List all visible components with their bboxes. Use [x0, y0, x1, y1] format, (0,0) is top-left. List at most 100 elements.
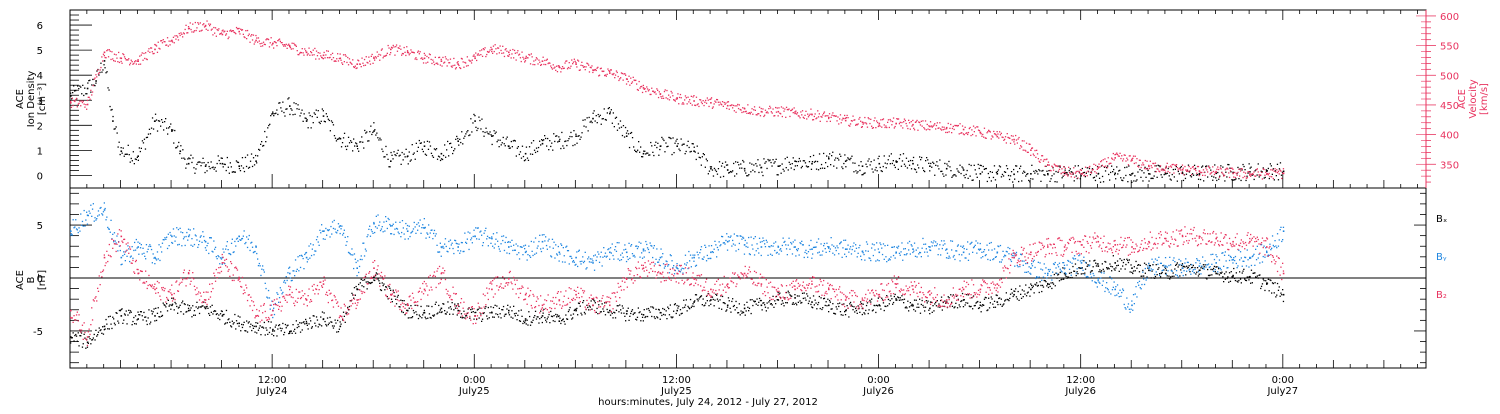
bx-point	[847, 305, 848, 306]
velocity-point	[1078, 171, 1079, 172]
density-point	[1124, 167, 1125, 168]
bx-point	[734, 305, 735, 306]
bx-point	[1099, 269, 1100, 270]
bx-point	[893, 302, 894, 303]
velocity-point	[446, 58, 447, 59]
bx-point	[775, 303, 776, 304]
bx-point	[537, 316, 538, 317]
velocity-point	[208, 23, 209, 24]
density-point	[240, 170, 241, 171]
bx-point	[687, 310, 688, 311]
bx-point	[1177, 262, 1178, 263]
bx-point	[625, 320, 626, 321]
bx-point	[808, 303, 809, 304]
bx-point	[981, 305, 982, 306]
velocity-point	[1274, 171, 1275, 172]
velocity-point	[474, 56, 475, 57]
by-point	[304, 254, 305, 255]
bx-point	[434, 314, 435, 315]
bx-point	[991, 298, 992, 299]
density-point	[363, 147, 364, 148]
velocity-point	[72, 98, 73, 99]
velocity-point	[349, 58, 350, 59]
density-point	[1014, 179, 1015, 180]
velocity-point	[1265, 172, 1266, 173]
velocity-point	[1236, 173, 1237, 174]
velocity-point	[1106, 161, 1107, 162]
density-point	[458, 145, 459, 146]
velocity-point	[414, 52, 415, 53]
velocity-point	[196, 30, 197, 31]
bx-point	[1222, 276, 1223, 277]
velocity-point	[578, 60, 579, 61]
bx-point	[198, 306, 199, 307]
velocity-point	[768, 108, 769, 109]
velocity-point	[1146, 168, 1147, 169]
bx-point	[287, 325, 288, 326]
density-point	[644, 151, 645, 152]
bx-point	[731, 301, 732, 302]
by-point	[226, 245, 227, 246]
velocity-point	[273, 47, 274, 48]
velocity-point	[316, 51, 317, 52]
velocity-point	[137, 59, 138, 60]
density-point	[456, 136, 457, 137]
bx-point	[335, 322, 336, 323]
density-point	[860, 161, 861, 162]
bx-point	[621, 312, 622, 313]
density-point	[168, 127, 169, 128]
velocity-point	[361, 58, 362, 59]
density-point	[791, 167, 792, 168]
density-point	[227, 157, 228, 158]
density-point	[798, 161, 799, 162]
density-point	[627, 130, 628, 131]
velocity-point	[927, 129, 928, 130]
bx-point	[1152, 264, 1153, 265]
bx-point	[977, 301, 978, 302]
velocity-point	[295, 45, 296, 46]
bx-point	[255, 326, 257, 328]
velocity-point	[441, 60, 443, 62]
velocity-point	[475, 52, 476, 53]
by-point	[313, 244, 314, 245]
velocity-point	[331, 59, 332, 60]
velocity-point	[292, 48, 293, 49]
velocity-point	[704, 102, 705, 103]
bx-point	[1050, 282, 1051, 283]
bx-point	[873, 309, 874, 310]
bx-point	[377, 279, 378, 280]
velocity-point	[800, 111, 801, 112]
bx-point	[642, 317, 643, 318]
velocity-point	[1263, 169, 1264, 170]
density-point	[475, 127, 476, 128]
density-point	[672, 137, 673, 138]
velocity-point	[1274, 168, 1275, 169]
velocity-point	[468, 65, 469, 66]
velocity-point	[550, 65, 551, 66]
bx-point	[212, 305, 213, 306]
bx-point	[136, 323, 137, 324]
bx-point	[148, 317, 149, 318]
bx-point	[413, 310, 414, 311]
bx-point	[70, 342, 71, 343]
bx-point	[810, 297, 811, 298]
density-point	[284, 115, 285, 116]
velocity-point	[776, 112, 777, 113]
density-point	[891, 153, 892, 154]
density-point	[92, 79, 93, 80]
density-point	[423, 151, 424, 152]
bx-point	[1109, 268, 1110, 269]
bx-point	[580, 306, 581, 307]
by-point	[218, 256, 219, 257]
bx-point	[761, 300, 762, 301]
bx-point	[690, 299, 691, 300]
bx-point	[1281, 294, 1282, 295]
velocity-point	[276, 42, 277, 43]
bx-point	[270, 327, 271, 328]
by-point	[312, 249, 313, 250]
bx-point	[1012, 292, 1013, 293]
bx-point	[340, 324, 341, 325]
bx-point	[1019, 285, 1020, 286]
velocity-point	[253, 35, 254, 36]
velocity-point	[718, 102, 719, 103]
